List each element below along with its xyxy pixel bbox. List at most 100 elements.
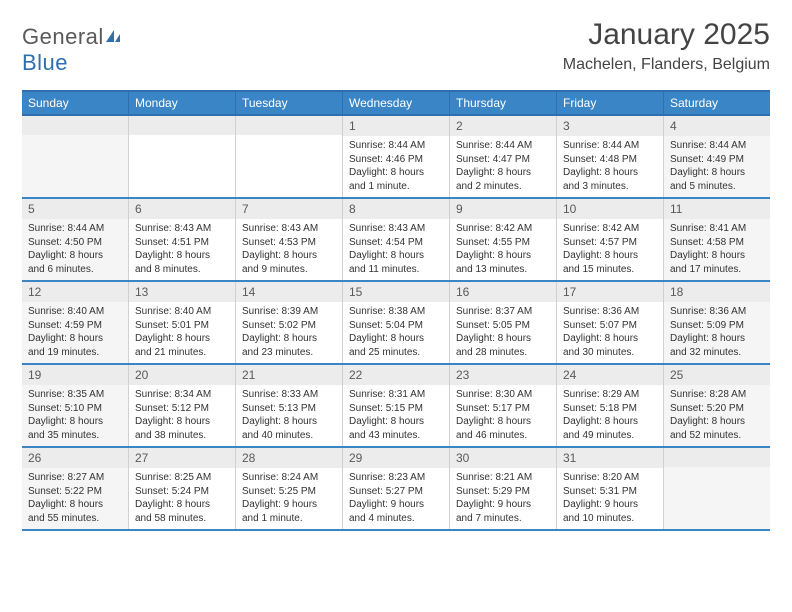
day-cell: 8Sunrise: 8:43 AMSunset: 4:54 PMDaylight… — [343, 199, 450, 280]
day-number: 5 — [22, 199, 128, 219]
daylight-line: Daylight: 8 hours and 30 minutes. — [563, 332, 657, 359]
sunset-line: Sunset: 5:29 PM — [456, 485, 550, 499]
sunrise-line: Sunrise: 8:43 AM — [242, 222, 336, 236]
sunset-line: Sunset: 4:55 PM — [456, 236, 550, 250]
day-body: Sunrise: 8:23 AMSunset: 5:27 PMDaylight:… — [343, 468, 449, 529]
logo-text-part2: Blue — [22, 50, 68, 75]
day-cell: 31Sunrise: 8:20 AMSunset: 5:31 PMDayligh… — [557, 448, 664, 529]
day-body: Sunrise: 8:24 AMSunset: 5:25 PMDaylight:… — [236, 468, 342, 529]
day-number: 7 — [236, 199, 342, 219]
month-title: January 2025 — [563, 18, 770, 52]
daylight-line: Daylight: 9 hours and 7 minutes. — [456, 498, 550, 525]
daylight-line: Daylight: 8 hours and 46 minutes. — [456, 415, 550, 442]
sunset-line: Sunset: 5:31 PM — [563, 485, 657, 499]
sunset-line: Sunset: 5:24 PM — [135, 485, 229, 499]
sunrise-line: Sunrise: 8:42 AM — [563, 222, 657, 236]
weekday-row: SundayMondayTuesdayWednesdayThursdayFrid… — [22, 90, 770, 116]
daylight-line: Daylight: 8 hours and 32 minutes. — [670, 332, 764, 359]
location: Machelen, Flanders, Belgium — [563, 56, 770, 74]
sunset-line: Sunset: 4:48 PM — [563, 153, 657, 167]
logo-text: GeneralBlue — [22, 24, 122, 76]
day-body: Sunrise: 8:42 AMSunset: 4:55 PMDaylight:… — [450, 219, 556, 280]
sunset-line: Sunset: 5:07 PM — [563, 319, 657, 333]
daylight-line: Daylight: 8 hours and 17 minutes. — [670, 249, 764, 276]
daylight-line: Daylight: 8 hours and 35 minutes. — [28, 415, 122, 442]
daylight-line: Daylight: 8 hours and 43 minutes. — [349, 415, 443, 442]
day-number: 18 — [664, 282, 770, 302]
day-body: Sunrise: 8:29 AMSunset: 5:18 PMDaylight:… — [557, 385, 663, 446]
day-cell: 2Sunrise: 8:44 AMSunset: 4:47 PMDaylight… — [450, 116, 557, 197]
sunset-line: Sunset: 5:02 PM — [242, 319, 336, 333]
day-number: 12 — [22, 282, 128, 302]
day-number: 15 — [343, 282, 449, 302]
day-cell: 21Sunrise: 8:33 AMSunset: 5:13 PMDayligh… — [236, 365, 343, 446]
sunrise-line: Sunrise: 8:36 AM — [670, 305, 764, 319]
weekday-header: Thursday — [450, 92, 557, 114]
day-cell — [664, 448, 770, 529]
day-body: Sunrise: 8:20 AMSunset: 5:31 PMDaylight:… — [557, 468, 663, 529]
logo-sail-icon — [104, 24, 122, 50]
weekday-header: Saturday — [664, 92, 770, 114]
day-cell: 18Sunrise: 8:36 AMSunset: 5:09 PMDayligh… — [664, 282, 770, 363]
day-body: Sunrise: 8:41 AMSunset: 4:58 PMDaylight:… — [664, 219, 770, 280]
day-number: 14 — [236, 282, 342, 302]
sunrise-line: Sunrise: 8:39 AM — [242, 305, 336, 319]
sunset-line: Sunset: 4:50 PM — [28, 236, 122, 250]
logo: GeneralBlue — [22, 18, 122, 76]
day-body — [129, 135, 235, 197]
weeks-container: 1Sunrise: 8:44 AMSunset: 4:46 PMDaylight… — [22, 116, 770, 531]
day-number: 1 — [343, 116, 449, 136]
sunset-line: Sunset: 4:57 PM — [563, 236, 657, 250]
day-number: 22 — [343, 365, 449, 385]
daylight-line: Daylight: 8 hours and 1 minute. — [349, 166, 443, 193]
day-number: 28 — [236, 448, 342, 468]
sunset-line: Sunset: 4:58 PM — [670, 236, 764, 250]
day-body: Sunrise: 8:43 AMSunset: 4:53 PMDaylight:… — [236, 219, 342, 280]
weekday-header: Monday — [129, 92, 236, 114]
day-body: Sunrise: 8:44 AMSunset: 4:47 PMDaylight:… — [450, 136, 556, 197]
day-body: Sunrise: 8:36 AMSunset: 5:09 PMDaylight:… — [664, 302, 770, 363]
day-body: Sunrise: 8:43 AMSunset: 4:51 PMDaylight:… — [129, 219, 235, 280]
day-cell: 28Sunrise: 8:24 AMSunset: 5:25 PMDayligh… — [236, 448, 343, 529]
day-cell: 1Sunrise: 8:44 AMSunset: 4:46 PMDaylight… — [343, 116, 450, 197]
daylight-line: Daylight: 8 hours and 13 minutes. — [456, 249, 550, 276]
sunrise-line: Sunrise: 8:33 AM — [242, 388, 336, 402]
day-body: Sunrise: 8:44 AMSunset: 4:48 PMDaylight:… — [557, 136, 663, 197]
weekday-header: Wednesday — [343, 92, 450, 114]
sunrise-line: Sunrise: 8:37 AM — [456, 305, 550, 319]
daylight-line: Daylight: 9 hours and 1 minute. — [242, 498, 336, 525]
day-cell: 16Sunrise: 8:37 AMSunset: 5:05 PMDayligh… — [450, 282, 557, 363]
sunrise-line: Sunrise: 8:30 AM — [456, 388, 550, 402]
daylight-line: Daylight: 8 hours and 19 minutes. — [28, 332, 122, 359]
day-number: 25 — [664, 365, 770, 385]
sunset-line: Sunset: 4:53 PM — [242, 236, 336, 250]
sunrise-line: Sunrise: 8:40 AM — [135, 305, 229, 319]
day-number: 4 — [664, 116, 770, 136]
daylight-line: Daylight: 8 hours and 55 minutes. — [28, 498, 122, 525]
daylight-line: Daylight: 8 hours and 11 minutes. — [349, 249, 443, 276]
day-cell: 3Sunrise: 8:44 AMSunset: 4:48 PMDaylight… — [557, 116, 664, 197]
day-number: 29 — [343, 448, 449, 468]
sunrise-line: Sunrise: 8:41 AM — [670, 222, 764, 236]
day-body: Sunrise: 8:35 AMSunset: 5:10 PMDaylight:… — [22, 385, 128, 446]
daylight-line: Daylight: 8 hours and 38 minutes. — [135, 415, 229, 442]
day-cell: 13Sunrise: 8:40 AMSunset: 5:01 PMDayligh… — [129, 282, 236, 363]
sunset-line: Sunset: 4:51 PM — [135, 236, 229, 250]
weekday-header: Tuesday — [236, 92, 343, 114]
daylight-line: Daylight: 8 hours and 40 minutes. — [242, 415, 336, 442]
day-number: 20 — [129, 365, 235, 385]
day-body: Sunrise: 8:36 AMSunset: 5:07 PMDaylight:… — [557, 302, 663, 363]
sunrise-line: Sunrise: 8:24 AM — [242, 471, 336, 485]
sunrise-line: Sunrise: 8:21 AM — [456, 471, 550, 485]
header: GeneralBlue January 2025 Machelen, Fland… — [22, 18, 770, 76]
day-number: 16 — [450, 282, 556, 302]
day-body: Sunrise: 8:28 AMSunset: 5:20 PMDaylight:… — [664, 385, 770, 446]
day-body: Sunrise: 8:21 AMSunset: 5:29 PMDaylight:… — [450, 468, 556, 529]
day-cell: 9Sunrise: 8:42 AMSunset: 4:55 PMDaylight… — [450, 199, 557, 280]
daylight-line: Daylight: 8 hours and 9 minutes. — [242, 249, 336, 276]
sunrise-line: Sunrise: 8:34 AM — [135, 388, 229, 402]
day-body — [664, 467, 770, 529]
day-cell: 7Sunrise: 8:43 AMSunset: 4:53 PMDaylight… — [236, 199, 343, 280]
day-number — [664, 448, 770, 467]
daylight-line: Daylight: 8 hours and 25 minutes. — [349, 332, 443, 359]
